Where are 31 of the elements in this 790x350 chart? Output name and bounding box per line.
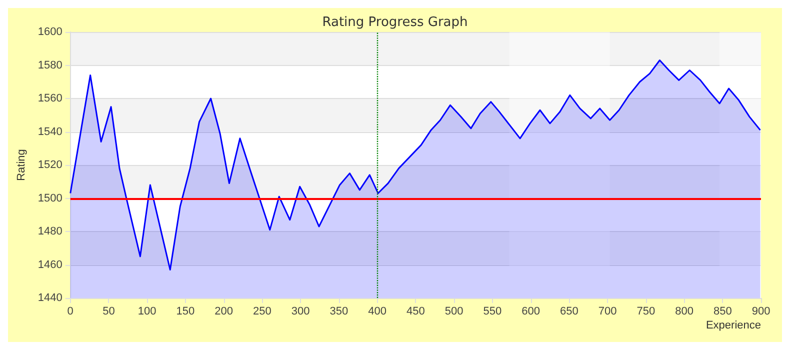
y-tick-label: 1560 <box>38 92 62 104</box>
x-axis-title: Experience <box>706 320 761 332</box>
x-tick-label: 650 <box>560 306 578 318</box>
x-tick-label: 800 <box>675 306 694 318</box>
x-tick-label: 100 <box>138 306 156 318</box>
x-tick-label: 400 <box>368 306 386 318</box>
y-tick-label: 1580 <box>38 59 62 72</box>
x-tick-label: 700 <box>598 306 617 318</box>
x-tick-label: 600 <box>522 306 540 318</box>
y-tick-label: 1520 <box>38 159 62 171</box>
x-tick-label: 50 <box>102 306 115 318</box>
x-tick-label: 200 <box>214 306 234 318</box>
y-tick-label: 1500 <box>38 192 62 204</box>
y-tick-label: 1440 <box>38 292 62 304</box>
x-tick-label: 450 <box>406 306 425 318</box>
y-tick-label: 1540 <box>38 126 62 138</box>
x-tick-label: 0 <box>67 306 74 318</box>
y-axis-title: Rating <box>16 149 28 181</box>
x-tick-label: 900 <box>752 306 770 318</box>
x-tick-label: 300 <box>291 306 310 318</box>
x-tick-label: 750 <box>636 306 656 318</box>
x-tick-label: 550 <box>483 306 502 318</box>
x-tick-label: 850 <box>713 306 732 318</box>
x-tick-label: 150 <box>176 306 195 318</box>
x-tick-label: 250 <box>253 306 272 318</box>
y-tick-label: 1600 <box>38 26 62 38</box>
y-tick-label: 1460 <box>38 258 62 271</box>
y-tick-label: 1480 <box>38 226 62 238</box>
x-tick-label: 350 <box>330 306 348 318</box>
chart-title: Rating Progress Graph <box>322 15 468 30</box>
x-tick-label: 500 <box>444 306 464 318</box>
